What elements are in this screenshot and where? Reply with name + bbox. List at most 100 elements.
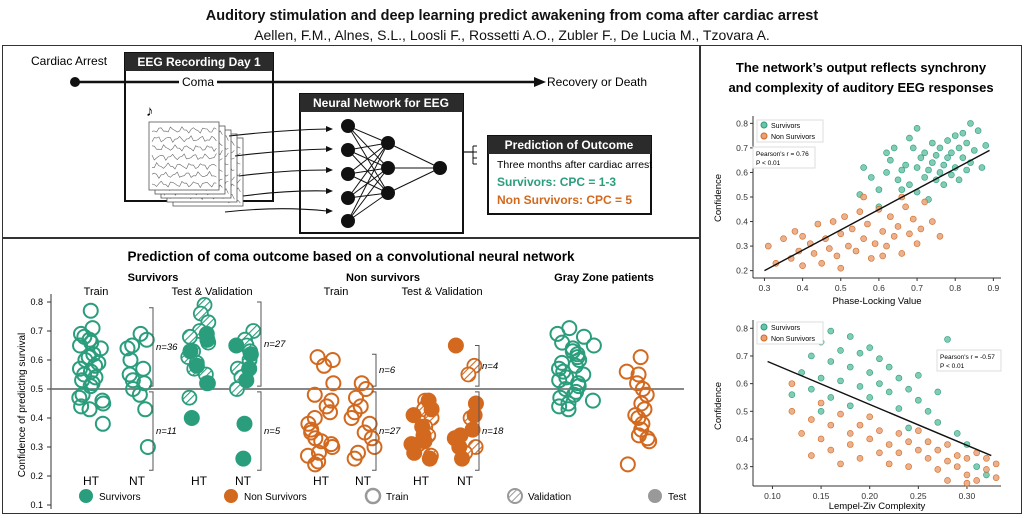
x-tick-label: 0.7	[911, 283, 923, 293]
strip-point	[619, 456, 636, 473]
count-bracket	[475, 391, 480, 471]
nn-node	[381, 186, 395, 200]
coma-label-bg	[179, 74, 217, 89]
strip-point	[316, 357, 333, 374]
scatter-point	[921, 198, 928, 206]
scatter-point	[846, 363, 854, 371]
eeg-trace-line	[151, 126, 217, 134]
scatter-point	[818, 259, 825, 267]
scatter-point	[963, 455, 971, 462]
strip-plot-panel: Prediction of coma outcome based on a co…	[2, 238, 700, 514]
eeg-trace-line	[151, 162, 217, 170]
count-bracket	[149, 391, 154, 471]
strip-point	[568, 383, 585, 400]
strip-y-tick-label: 0.5	[30, 384, 43, 394]
strip-point	[73, 398, 90, 415]
strip-point	[135, 360, 152, 377]
scatter-point	[917, 225, 925, 233]
scatter-point	[955, 144, 963, 152]
scatter-point	[940, 161, 948, 169]
y-tick-label: 0.3	[736, 462, 748, 472]
scatter-point	[905, 463, 912, 470]
scatter-point	[866, 435, 874, 443]
correlation-plots: The network’s output reflects synchrony …	[713, 60, 1002, 512]
scatter-point	[866, 394, 874, 401]
strip-point	[634, 415, 651, 432]
nn-node	[341, 167, 355, 181]
strip-point	[306, 386, 323, 403]
scatter-point	[866, 369, 874, 376]
scatter-point	[913, 164, 921, 171]
eeg-trace-line	[151, 135, 217, 143]
strip-point	[324, 439, 341, 455]
strip-point	[346, 450, 363, 467]
non-train-label: Train	[324, 286, 349, 298]
legend-train-marker	[364, 487, 382, 505]
right-title-line1: The network’s output reflects synchrony	[736, 60, 987, 75]
eeg-arrow	[234, 148, 328, 157]
strip-point	[641, 433, 658, 450]
scatter-point	[940, 181, 948, 189]
strip-point	[464, 421, 481, 438]
scatter-point	[963, 139, 970, 147]
group-gray-zone-label: Gray Zone patients	[554, 272, 654, 284]
non-testval-label: Test & Validation	[401, 286, 482, 298]
scatter-point	[934, 388, 942, 396]
strip-point	[94, 415, 111, 432]
scatter-point	[929, 159, 936, 166]
x-tick-label: 0.3	[759, 283, 771, 293]
strip-point	[549, 325, 566, 342]
scatter-point	[963, 479, 971, 487]
strip-point	[131, 386, 148, 403]
scatter-point	[894, 223, 902, 230]
scatter-point	[948, 171, 955, 179]
prediction-non-survivors: Non Survivors: CPC = 5	[497, 193, 632, 207]
strip-point	[310, 453, 327, 470]
strip-point	[321, 404, 338, 421]
scatter-point	[924, 438, 932, 446]
scatter-point	[973, 477, 980, 484]
strip-plot: Prediction of coma outcome based on a co…	[17, 249, 687, 510]
timeline-start-dot	[70, 77, 80, 87]
scatter-point	[876, 380, 883, 387]
xlabel-non-test-nt: NT	[457, 474, 474, 488]
strip-plot-title: Prediction of coma outcome based on a co…	[127, 249, 575, 264]
scatter-point	[841, 213, 848, 220]
scatter-point	[944, 457, 951, 465]
scatter-point	[944, 336, 951, 343]
scatter-point	[905, 385, 912, 393]
x-tick-label: 0.6	[873, 283, 885, 293]
count-bracket	[149, 307, 154, 387]
lzcplot: 0.10 0.15 0.20 0.25 0.30 0.3 0.4 0.5 0.6 0.7 0.8 S…	[713, 320, 1002, 512]
scatter-point	[860, 235, 867, 243]
x-tick-label: 0.20	[861, 491, 878, 501]
strip-point	[137, 401, 154, 418]
strip-point	[363, 430, 380, 447]
eeg-to-nn-arrows	[224, 126, 333, 214]
output-bracket	[472, 145, 477, 165]
xlabel-survivors-test-nt: NT	[235, 474, 252, 488]
count-bracket	[475, 345, 480, 387]
scatter-point	[883, 169, 890, 176]
strip-point	[584, 392, 601, 409]
scatter-point	[913, 124, 921, 132]
xlabel-survivors-train-ht: HT	[83, 474, 100, 488]
strip-point	[552, 389, 569, 406]
nn-edge	[387, 142, 441, 169]
legend-survivors-text: Survivors	[99, 492, 141, 503]
strip-point	[421, 450, 438, 467]
strip-point	[405, 407, 422, 424]
eeg-arrowhead	[326, 208, 333, 214]
scatter-point	[829, 218, 837, 225]
prediction-box-header	[488, 136, 651, 154]
scatter-point	[856, 208, 864, 216]
count-label: n=11	[156, 426, 177, 437]
nn-node	[341, 214, 355, 228]
scatter-point	[944, 441, 951, 448]
legend-non-survivors-marker	[224, 489, 238, 503]
plot2-stats-r: Pearson's r = -0.57	[940, 354, 995, 361]
eeg-arrowhead	[326, 167, 333, 173]
scatter-point	[963, 166, 970, 174]
strip-point	[629, 375, 646, 392]
scatter-point	[934, 466, 942, 473]
